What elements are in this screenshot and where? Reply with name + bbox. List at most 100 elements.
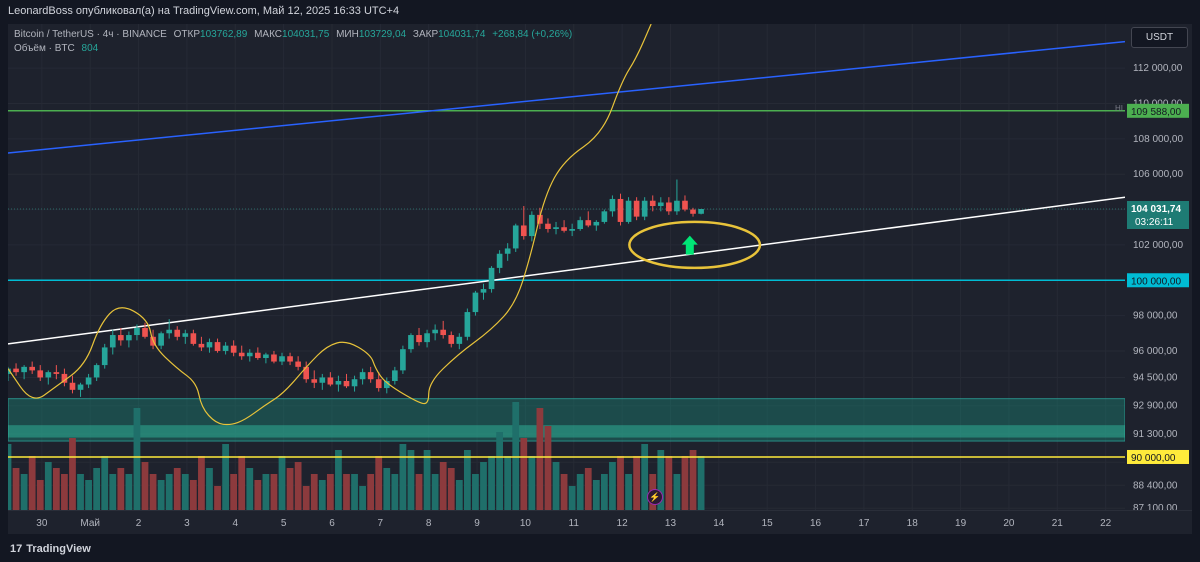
candle-body — [633, 200, 640, 217]
tradingview-brand[interactable]: 17 TradingView — [10, 543, 91, 555]
volume-value: 804 — [81, 43, 99, 54]
support-zone — [8, 398, 1125, 442]
volume-label[interactable]: Объём · BTC — [14, 43, 75, 54]
candle-body — [682, 200, 688, 210]
price-tick-label: 91 300,00 — [1133, 429, 1178, 440]
volume-bar — [584, 468, 592, 510]
candle-body — [674, 200, 680, 212]
time-tick-label: 15 — [762, 518, 774, 529]
volume-bar — [133, 408, 141, 510]
volume-bar — [617, 456, 624, 510]
time-tick-label: 21 — [1052, 518, 1064, 529]
volume-bar — [189, 480, 197, 510]
candle-body — [45, 372, 52, 378]
volume-bar — [633, 456, 640, 510]
volume-bar — [512, 402, 520, 510]
candle-body — [545, 223, 551, 230]
change-value: +268,84 (+0,26%) — [492, 29, 573, 40]
chart-pane[interactable]: Bitcoin / TetherUS · 4ч · BINANCE ОТКР 10… — [8, 24, 1125, 510]
candle-body — [319, 377, 326, 383]
candle-body — [61, 373, 68, 383]
current-price-tag — [1127, 201, 1189, 230]
time-tick-label: 19 — [955, 518, 967, 529]
price-axis[interactable]: 87 100,00 88 400,00 91 300,00 92 900,00 94 5… — [1125, 24, 1192, 514]
volume-bar — [423, 450, 431, 510]
candle-body — [335, 380, 342, 385]
volume-bar — [673, 474, 681, 510]
level-tag-label: 100 000,00 — [1131, 276, 1181, 287]
volume-bar — [36, 480, 44, 510]
candle-body — [246, 352, 253, 357]
candle-body — [504, 248, 511, 254]
volume-bar — [367, 474, 375, 510]
support-zone-inner — [8, 425, 1125, 438]
candle-body — [311, 379, 318, 383]
candle-body — [85, 377, 92, 385]
level-tag — [1127, 103, 1189, 118]
candle-body — [537, 214, 543, 224]
trendline-white — [8, 196, 1125, 345]
time-tick-label: 3 — [184, 518, 190, 529]
volume-bar — [681, 456, 689, 510]
volume-bar — [480, 462, 487, 510]
candle-body — [625, 200, 632, 222]
volume-bar — [447, 468, 455, 510]
candle-body — [29, 366, 35, 371]
top-bar: LeonardBoss опубликовал(а) на TradingVie… — [0, 0, 1200, 24]
candle-body — [609, 198, 616, 212]
volume-bar — [504, 456, 512, 510]
candle-body — [448, 335, 455, 344]
open-label: ОТКР — [173, 29, 201, 40]
price-chart[interactable] — [8, 24, 1125, 510]
volume-bar — [391, 474, 399, 510]
volume-bar — [560, 474, 568, 510]
candle-body — [456, 336, 463, 344]
candle-body — [657, 202, 664, 207]
volume-bar — [77, 474, 84, 510]
volume-bar — [125, 474, 133, 510]
volume-bar — [230, 474, 238, 510]
candle-body — [142, 327, 148, 337]
candle-body — [593, 221, 600, 226]
lightning-icon[interactable]: ⚡ — [647, 489, 663, 505]
time-axis[interactable]: 30 Май 2 3 4 5 6 7 8 9 10 11 12 13 14 15 16 17 18 19 20 21 22 — [8, 510, 1125, 535]
candle-body — [279, 356, 285, 362]
volume-bar — [455, 480, 463, 510]
symbol-name[interactable]: Bitcoin / TetherUS · 4ч · BINANCE — [14, 29, 167, 40]
time-tick-label: 11 — [569, 518, 580, 529]
candle-body — [263, 354, 269, 359]
candle-body — [295, 361, 301, 367]
time-tick-label: 30 — [36, 518, 48, 529]
time-tick-label: 7 — [378, 518, 384, 529]
time-tick-label: 18 — [907, 518, 919, 529]
volume-bar — [415, 474, 423, 510]
candle-body — [182, 333, 189, 337]
time-tick-label: 16 — [810, 518, 822, 529]
volume-bar — [44, 462, 52, 510]
time-tick-label: 9 — [474, 518, 480, 529]
candle-body — [472, 292, 479, 313]
candle-body — [77, 384, 84, 390]
candle-body — [424, 333, 430, 343]
candle-body — [440, 329, 447, 336]
time-tick-label: 20 — [1003, 518, 1015, 529]
candle-body — [512, 225, 519, 249]
candle-body — [101, 347, 108, 366]
volume-bar — [254, 480, 262, 510]
candle-body — [641, 200, 648, 217]
volume-bar — [12, 468, 20, 510]
candle-body — [367, 372, 374, 380]
candle-body — [690, 209, 696, 214]
time-tick-label: 13 — [665, 518, 677, 529]
price-tick-label: 88 400,00 — [1133, 480, 1178, 491]
candle-body — [359, 372, 366, 380]
currency-button[interactable]: USDT — [1131, 27, 1188, 48]
price-tick-label: 92 900,00 — [1133, 401, 1178, 412]
candle-body — [174, 329, 181, 337]
low-value: 103729,04 — [358, 29, 407, 40]
low-label: МИН — [336, 29, 359, 40]
volume-bar — [206, 468, 213, 510]
candle-body — [198, 343, 205, 348]
volume-bar — [431, 474, 439, 510]
volume-bar — [52, 468, 60, 510]
